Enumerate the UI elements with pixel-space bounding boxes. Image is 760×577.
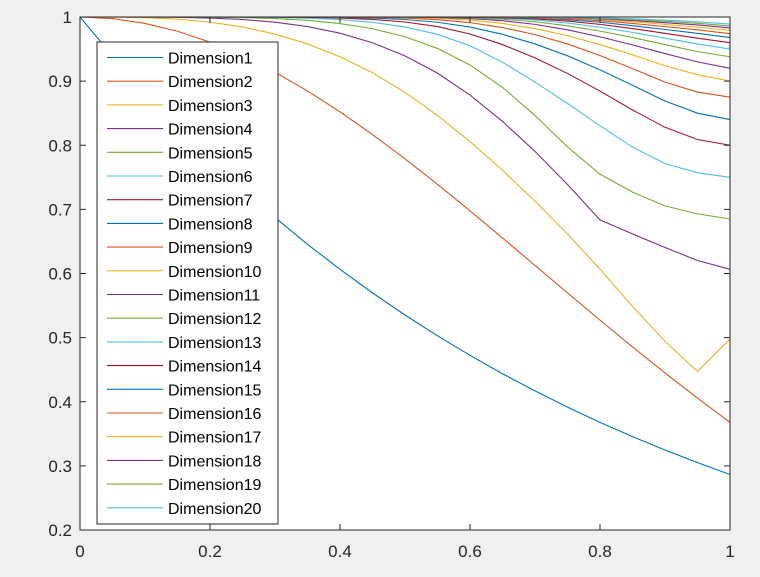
legend-label: Dimension11 <box>168 288 260 305</box>
x-tick-label: 0.8 <box>588 542 612 561</box>
series-line-3 <box>79 16 731 373</box>
legend-label: Dimension18 <box>168 453 261 470</box>
y-tick-label: 0.8 <box>48 136 72 155</box>
series-line-2 <box>79 16 731 423</box>
legend-label: Dimension8 <box>168 216 253 233</box>
y-tick-label: 0.3 <box>48 457 72 476</box>
legend-label: Dimension7 <box>168 193 253 210</box>
legend-label: Dimension2 <box>168 74 253 91</box>
legend-label: Dimension4 <box>168 122 253 139</box>
axes-layer: 0 0.2 0.4 0.6 0.8 10.20.30.40.50.60.70.80.91 <box>48 8 734 561</box>
legend-box <box>96 41 279 525</box>
legend-label: Dimension20 <box>168 501 261 518</box>
legend-label: Dimension10 <box>168 264 261 281</box>
x-tick-label: 0 <box>75 542 84 561</box>
y-tick-label: 1 <box>63 8 72 27</box>
y-tick-label: 0.4 <box>48 393 72 412</box>
x-tick-label: 0.4 <box>328 542 352 561</box>
x-tick-label: 0.2 <box>198 542 222 561</box>
x-tick-label: 1 <box>725 542 734 561</box>
legend-label: Dimension19 <box>168 477 261 494</box>
legend-label: Dimension6 <box>168 169 253 186</box>
legend-label: Dimension5 <box>168 145 253 162</box>
y-tick-label: 0.5 <box>48 329 72 348</box>
legend-label: Dimension12 <box>168 311 261 328</box>
legend-label: Dimension16 <box>168 406 261 423</box>
y-tick-label: 0.6 <box>48 265 72 284</box>
legend-label: Dimension13 <box>168 335 261 352</box>
legend-label: Dimension3 <box>168 98 253 115</box>
legend-label: Dimension9 <box>168 240 253 257</box>
legend-label: Dimension15 <box>168 382 261 399</box>
legend-label: Dimension17 <box>168 430 261 447</box>
x-tick-label: 0.6 <box>458 542 482 561</box>
legend-label: Dimension1 <box>168 51 253 68</box>
y-tick-label: 0.2 <box>48 521 72 540</box>
legend-label: Dimension14 <box>168 359 261 376</box>
y-tick-label: 0.7 <box>48 200 72 219</box>
legend: Dimension1 Dimension2 Dimension3 Dimension4… <box>96 41 279 525</box>
y-tick-label: 0.9 <box>48 72 72 91</box>
